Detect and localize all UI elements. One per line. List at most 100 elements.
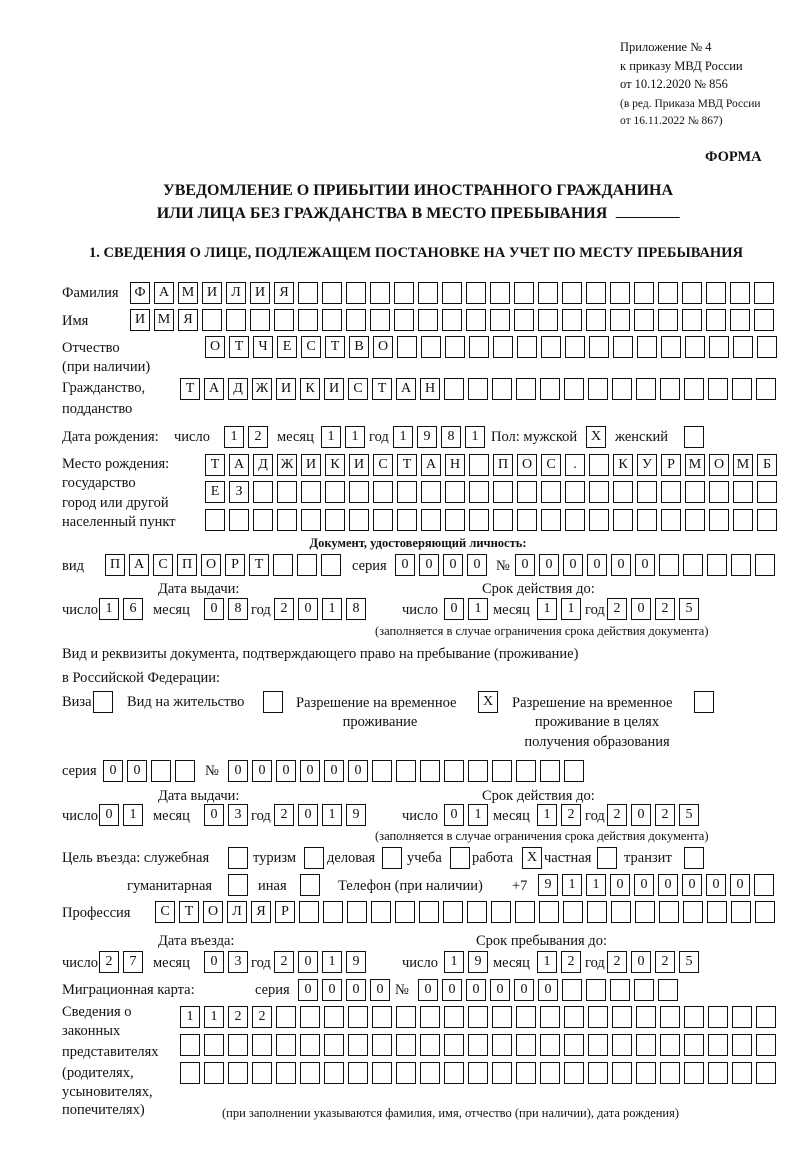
birthplace-1-cell[interactable] [565,481,585,503]
patronymic-cell[interactable] [709,336,729,358]
id-doc-issue-year-cell[interactable]: 1 [322,598,342,620]
migration-card-number-cell[interactable] [586,979,606,1001]
birthplace-2-cell[interactable] [421,509,441,531]
surname-cell[interactable]: Ф [130,282,150,304]
stay-until-year-cell[interactable]: 2 [655,951,675,973]
representatives-1-cell[interactable] [324,1034,344,1056]
name-cell[interactable] [226,309,246,331]
representatives-2-cell[interactable] [564,1062,584,1084]
name-cell[interactable] [754,309,774,331]
birthplace-1-cell[interactable] [517,481,537,503]
stay-doc-number-cell[interactable] [444,760,464,782]
citizenship-cell[interactable]: К [300,378,320,400]
citizenship-cell[interactable] [612,378,632,400]
citizenship-cell[interactable] [684,378,704,400]
stay-doc-number-cell[interactable]: 0 [348,760,368,782]
birthplace-1-cell[interactable] [373,481,393,503]
migration-card-number-cell[interactable] [634,979,654,1001]
id-doc-issue-year-cell[interactable]: 8 [346,598,366,620]
profession-cell[interactable] [707,901,727,923]
stay-doc-type-residence-checkbox[interactable] [263,691,283,713]
representatives-1-cell[interactable] [372,1034,392,1056]
representatives-2-cell[interactable] [468,1062,488,1084]
profession-cell[interactable] [635,901,655,923]
birthplace-0-cell[interactable]: Д [253,454,273,476]
id-doc-kind-cell[interactable]: П [105,554,125,576]
birthplace-1-cell[interactable] [421,481,441,503]
birthplace-2-cell[interactable] [301,509,321,531]
representatives-2-cell[interactable] [252,1062,272,1084]
name-cell[interactable] [514,309,534,331]
birth-year-cell[interactable]: 9 [417,426,437,448]
stay-doc-series-cell[interactable] [175,760,195,782]
stay-doc-series-cell[interactable] [151,760,171,782]
birthplace-1-cell[interactable] [397,481,417,503]
id-doc-number-cell[interactable]: 0 [539,554,559,576]
name-cell[interactable] [370,309,390,331]
stay-until-year-cell[interactable]: 0 [631,951,651,973]
representatives-0-cell[interactable] [444,1006,464,1028]
profession-cell[interactable] [467,901,487,923]
id-doc-kind-cell[interactable] [273,554,293,576]
name-cell[interactable] [322,309,342,331]
entry-day-cell[interactable]: 7 [123,951,143,973]
stay-doc-type-trp-checkbox[interactable]: X [478,691,498,713]
patronymic-cell[interactable] [493,336,513,358]
representatives-1-cell[interactable] [684,1034,704,1056]
name-cell[interactable] [610,309,630,331]
name-cell[interactable]: И [130,309,150,331]
representatives-2-cell[interactable] [732,1062,752,1084]
migration-card-number-cell[interactable]: 0 [466,979,486,1001]
birthplace-0-cell[interactable]: У [637,454,657,476]
citizenship-cell[interactable]: С [348,378,368,400]
representatives-0-cell[interactable] [684,1006,704,1028]
birthplace-1-cell[interactable] [301,481,321,503]
citizenship-cell[interactable] [660,378,680,400]
birthplace-1-cell[interactable]: Е [205,481,225,503]
patronymic-cell[interactable] [565,336,585,358]
birthplace-1-cell[interactable] [709,481,729,503]
representatives-0-cell[interactable] [492,1006,512,1028]
profession-cell[interactable] [299,901,319,923]
name-cell[interactable] [250,309,270,331]
entry-day-cell[interactable]: 2 [99,951,119,973]
representatives-0-cell[interactable] [468,1006,488,1028]
purpose-other-checkbox[interactable] [300,874,320,896]
birthplace-1-cell[interactable] [469,481,489,503]
representatives-0-cell[interactable] [636,1006,656,1028]
id-doc-series-cell[interactable]: 0 [419,554,439,576]
profession-cell[interactable]: Я [251,901,271,923]
representatives-2-cell[interactable] [204,1062,224,1084]
patronymic-cell[interactable]: О [373,336,393,358]
birthplace-2-cell[interactable] [685,509,705,531]
stay-doc-series-cell[interactable]: 0 [103,760,123,782]
surname-cell[interactable]: Л [226,282,246,304]
surname-cell[interactable]: И [202,282,222,304]
representatives-1-cell[interactable] [468,1034,488,1056]
citizenship-cell[interactable] [708,378,728,400]
birthplace-0-cell[interactable]: О [709,454,729,476]
id-doc-kind-cell[interactable]: С [153,554,173,576]
stay-doc-number-cell[interactable] [396,760,416,782]
citizenship-cell[interactable]: Т [372,378,392,400]
profession-cell[interactable] [371,901,391,923]
birthplace-2-cell[interactable] [565,509,585,531]
stay-doc-issue-year-cell[interactable]: 0 [298,804,318,826]
entry-year-cell[interactable]: 1 [322,951,342,973]
id-doc-issue-year-cell[interactable]: 0 [298,598,318,620]
representatives-2-cell[interactable] [516,1062,536,1084]
name-cell[interactable] [298,309,318,331]
representatives-0-cell[interactable] [300,1006,320,1028]
stay-doc-valid-year-cell[interactable]: 2 [607,804,627,826]
birthplace-0-cell[interactable] [469,454,489,476]
profession-cell[interactable]: Л [227,901,247,923]
stay-until-month-cell[interactable]: 2 [561,951,581,973]
citizenship-cell[interactable] [636,378,656,400]
profession-cell[interactable] [587,901,607,923]
profession-cell[interactable] [491,901,511,923]
citizenship-cell[interactable] [516,378,536,400]
patronymic-cell[interactable] [445,336,465,358]
profession-cell[interactable] [611,901,631,923]
birthplace-1-cell[interactable] [685,481,705,503]
stay-doc-type-visa-checkbox[interactable] [93,691,113,713]
